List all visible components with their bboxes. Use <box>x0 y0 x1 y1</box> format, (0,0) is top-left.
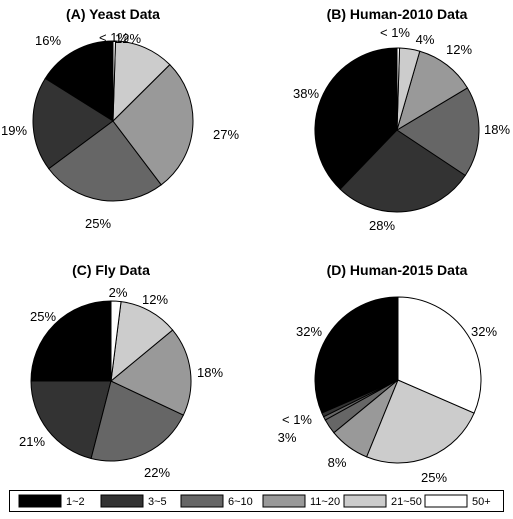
legend-entry: 6~10 <box>180 494 253 508</box>
slice-label: 18% <box>197 365 223 380</box>
pie-chart-1: (A) Yeast Data 16% 19% 25% 27% 12%< 1% <box>1 6 239 231</box>
legend-label: 21~50 <box>391 496 422 508</box>
slice-label: 25% <box>30 309 56 324</box>
legend: 1~2 3~5 6~10 11~20 21~50 50+ <box>9 490 504 512</box>
legend-label: 11~20 <box>310 496 340 508</box>
pie-slice <box>48 120 162 202</box>
pie-slice <box>339 129 467 213</box>
slice-label: 18% <box>484 122 510 137</box>
pie-slice <box>32 77 114 170</box>
legend-entry: 21~50 <box>343 494 422 508</box>
slice-label: < 1% <box>282 412 312 427</box>
pie-slice <box>397 296 482 414</box>
legend-label: 50+ <box>472 496 491 508</box>
slice-label: 25% <box>421 470 447 485</box>
pie-chart-4: (D) Human-2015 Data 32% < 1% 3% 8% 25% 32% <box>278 262 498 485</box>
pie-slice <box>366 379 475 464</box>
slice-label: 25% <box>85 216 111 231</box>
pie-title: (D) Human-2015 Data <box>327 262 468 278</box>
slice-label: 28% <box>369 218 395 233</box>
legend-swatch <box>18 494 62 508</box>
pie-title: (B) Human-2010 Data <box>327 6 468 22</box>
slice-label: < 1% <box>99 30 129 45</box>
slice-label: 12% <box>142 292 168 307</box>
pie-title: (A) Yeast Data <box>66 6 160 22</box>
legend-swatch <box>100 494 144 508</box>
pie-slice <box>30 300 112 382</box>
slice-label: 32% <box>471 324 497 339</box>
pie-slice <box>396 47 401 131</box>
pie-slice <box>112 40 117 122</box>
legend-swatch <box>343 494 387 508</box>
legend-items: 1~2 3~5 6~10 11~20 21~50 50+ <box>18 494 491 508</box>
slice-label: 12% <box>115 31 141 46</box>
pie-slice <box>112 40 171 123</box>
pie-slice <box>110 329 192 416</box>
slice-label: 8% <box>328 455 347 470</box>
legend-label: 3~5 <box>148 496 167 508</box>
pie-slice <box>396 87 480 177</box>
pie-slice <box>110 300 122 382</box>
slice-label: 19% <box>1 123 27 138</box>
slice-label: 2% <box>109 285 128 300</box>
slice-label: 3% <box>278 430 297 445</box>
pie-slice <box>90 380 185 462</box>
pie-slice <box>314 296 399 414</box>
slice-label: 16% <box>35 33 61 48</box>
slice-label: 4% <box>416 32 435 47</box>
slice-label: 21% <box>19 434 45 449</box>
pie-slice <box>314 47 398 190</box>
legend-entry: 11~20 <box>262 494 340 508</box>
pie-title: (C) Fly Data <box>72 262 150 278</box>
legend-swatch <box>424 494 468 508</box>
slice-label: 27% <box>213 127 239 142</box>
slice-label: 38% <box>293 86 319 101</box>
legend-swatch <box>262 494 306 508</box>
slice-label: 12% <box>446 42 472 57</box>
legend-entry: 50+ <box>424 494 491 508</box>
legend-label: 6~10 <box>228 496 253 508</box>
pie-chart-2: (B) Human-2010 Data 38% 28% 18% 12% 4% < 1% <box>293 6 510 233</box>
pie-slice <box>112 63 194 186</box>
legend-swatch <box>180 494 224 508</box>
pie-slice <box>30 380 112 460</box>
slice-label: < 1% <box>380 25 410 40</box>
pie-chart-3: (C) Fly Data 25% 21% 22% 18% 12% 2% <box>19 262 223 480</box>
legend-entry: 1~2 <box>18 494 85 508</box>
legend-label: 1~2 <box>66 496 85 508</box>
slice-label: 22% <box>144 465 170 480</box>
legend-entry: 3~5 <box>100 494 167 508</box>
pie-slice <box>110 301 174 383</box>
slice-label: 32% <box>296 324 322 339</box>
pie-slice <box>44 40 114 122</box>
